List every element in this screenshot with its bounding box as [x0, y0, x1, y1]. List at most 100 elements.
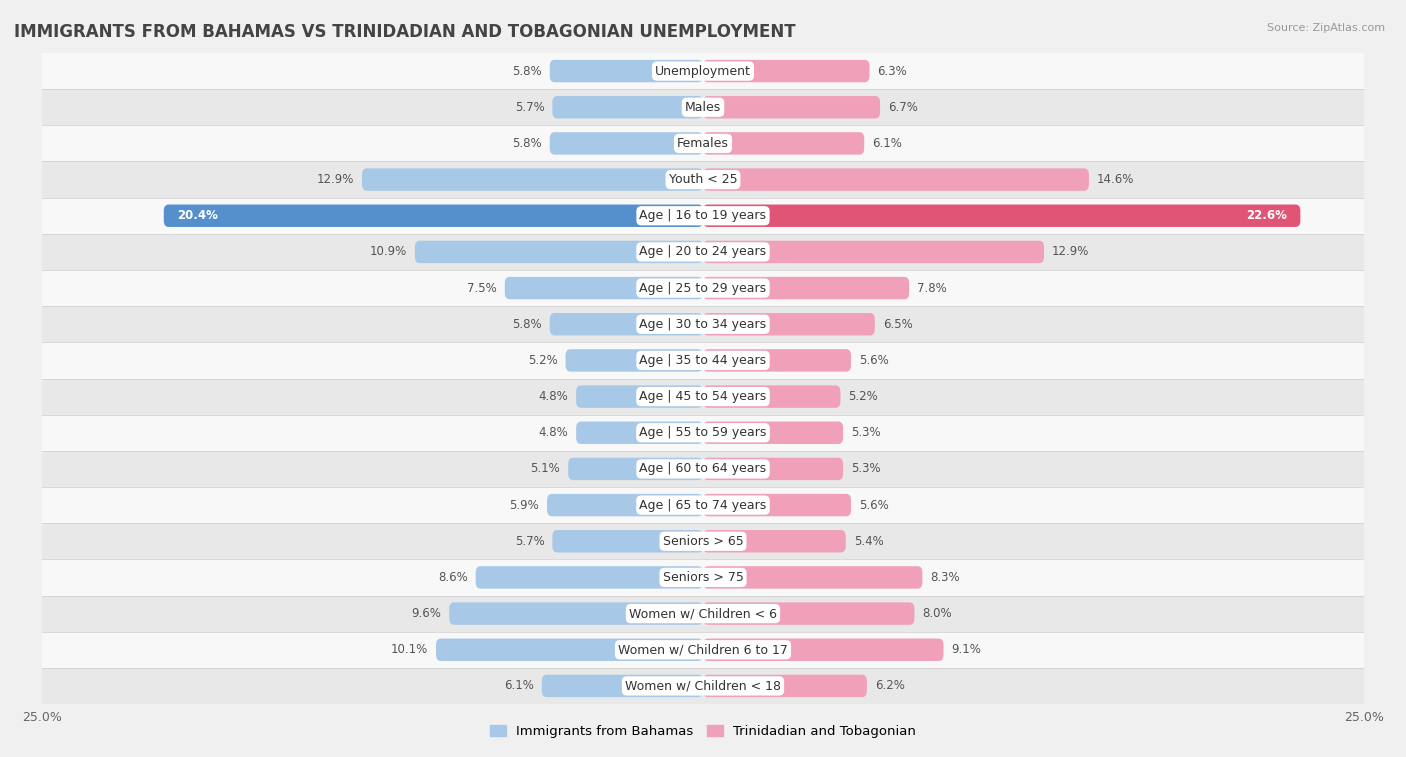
- Text: IMMIGRANTS FROM BAHAMAS VS TRINIDADIAN AND TOBAGONIAN UNEMPLOYMENT: IMMIGRANTS FROM BAHAMAS VS TRINIDADIAN A…: [14, 23, 796, 41]
- Bar: [42, 234, 1364, 270]
- Text: 5.9%: 5.9%: [509, 499, 538, 512]
- Text: Age | 55 to 59 years: Age | 55 to 59 years: [640, 426, 766, 439]
- Text: 5.4%: 5.4%: [853, 534, 883, 548]
- Text: 5.2%: 5.2%: [527, 354, 558, 367]
- Bar: [42, 559, 1364, 596]
- FancyBboxPatch shape: [553, 96, 703, 118]
- Text: 5.7%: 5.7%: [515, 534, 544, 548]
- FancyBboxPatch shape: [703, 349, 851, 372]
- Text: 9.6%: 9.6%: [412, 607, 441, 620]
- FancyBboxPatch shape: [703, 530, 846, 553]
- Text: 4.8%: 4.8%: [538, 426, 568, 439]
- Text: Age | 16 to 19 years: Age | 16 to 19 years: [640, 209, 766, 223]
- Text: Age | 60 to 64 years: Age | 60 to 64 years: [640, 463, 766, 475]
- FancyBboxPatch shape: [703, 458, 844, 480]
- FancyBboxPatch shape: [703, 385, 841, 408]
- Bar: [42, 631, 1364, 668]
- Text: 6.7%: 6.7%: [889, 101, 918, 114]
- Bar: [42, 451, 1364, 487]
- Text: 8.3%: 8.3%: [931, 571, 960, 584]
- FancyBboxPatch shape: [703, 277, 910, 299]
- Text: 6.1%: 6.1%: [503, 680, 534, 693]
- Text: 4.8%: 4.8%: [538, 390, 568, 403]
- Bar: [42, 161, 1364, 198]
- Text: 6.3%: 6.3%: [877, 64, 907, 77]
- FancyBboxPatch shape: [163, 204, 703, 227]
- Text: 5.6%: 5.6%: [859, 354, 889, 367]
- FancyBboxPatch shape: [568, 458, 703, 480]
- Text: 12.9%: 12.9%: [316, 173, 354, 186]
- Bar: [42, 126, 1364, 161]
- Text: Age | 30 to 34 years: Age | 30 to 34 years: [640, 318, 766, 331]
- FancyBboxPatch shape: [576, 385, 703, 408]
- Bar: [42, 342, 1364, 378]
- Bar: [42, 89, 1364, 126]
- Text: 5.8%: 5.8%: [512, 318, 541, 331]
- FancyBboxPatch shape: [703, 60, 869, 83]
- Text: Unemployment: Unemployment: [655, 64, 751, 77]
- FancyBboxPatch shape: [703, 241, 1045, 263]
- Text: 5.6%: 5.6%: [859, 499, 889, 512]
- FancyBboxPatch shape: [576, 422, 703, 444]
- Text: 6.5%: 6.5%: [883, 318, 912, 331]
- FancyBboxPatch shape: [541, 674, 703, 697]
- Bar: [42, 270, 1364, 306]
- Text: 9.1%: 9.1%: [952, 643, 981, 656]
- Bar: [42, 378, 1364, 415]
- FancyBboxPatch shape: [703, 494, 851, 516]
- FancyBboxPatch shape: [703, 639, 943, 661]
- Text: 8.0%: 8.0%: [922, 607, 952, 620]
- Bar: [42, 596, 1364, 631]
- Text: Age | 65 to 74 years: Age | 65 to 74 years: [640, 499, 766, 512]
- Bar: [42, 53, 1364, 89]
- Text: Seniors > 65: Seniors > 65: [662, 534, 744, 548]
- Text: 5.2%: 5.2%: [848, 390, 879, 403]
- Bar: [42, 415, 1364, 451]
- Legend: Immigrants from Bahamas, Trinidadian and Tobagonian: Immigrants from Bahamas, Trinidadian and…: [485, 719, 921, 743]
- Text: 20.4%: 20.4%: [177, 209, 218, 223]
- FancyBboxPatch shape: [450, 603, 703, 625]
- FancyBboxPatch shape: [703, 168, 1088, 191]
- Bar: [42, 523, 1364, 559]
- FancyBboxPatch shape: [547, 494, 703, 516]
- Bar: [42, 306, 1364, 342]
- Text: 10.9%: 10.9%: [370, 245, 406, 258]
- Text: Source: ZipAtlas.com: Source: ZipAtlas.com: [1267, 23, 1385, 33]
- FancyBboxPatch shape: [703, 204, 1301, 227]
- Text: 7.5%: 7.5%: [467, 282, 496, 294]
- FancyBboxPatch shape: [361, 168, 703, 191]
- Text: 5.3%: 5.3%: [851, 426, 880, 439]
- Text: 5.8%: 5.8%: [512, 64, 541, 77]
- Text: Age | 25 to 29 years: Age | 25 to 29 years: [640, 282, 766, 294]
- FancyBboxPatch shape: [553, 530, 703, 553]
- FancyBboxPatch shape: [415, 241, 703, 263]
- FancyBboxPatch shape: [703, 96, 880, 118]
- Text: Seniors > 75: Seniors > 75: [662, 571, 744, 584]
- Text: Males: Males: [685, 101, 721, 114]
- Text: 7.8%: 7.8%: [917, 282, 946, 294]
- FancyBboxPatch shape: [565, 349, 703, 372]
- Bar: [42, 668, 1364, 704]
- FancyBboxPatch shape: [550, 132, 703, 154]
- Text: Women w/ Children 6 to 17: Women w/ Children 6 to 17: [619, 643, 787, 656]
- Text: Age | 20 to 24 years: Age | 20 to 24 years: [640, 245, 766, 258]
- Text: 6.1%: 6.1%: [872, 137, 903, 150]
- Text: Women w/ Children < 18: Women w/ Children < 18: [626, 680, 780, 693]
- Text: 5.3%: 5.3%: [851, 463, 880, 475]
- Text: Women w/ Children < 6: Women w/ Children < 6: [628, 607, 778, 620]
- FancyBboxPatch shape: [703, 674, 868, 697]
- Text: 10.1%: 10.1%: [391, 643, 427, 656]
- FancyBboxPatch shape: [703, 132, 865, 154]
- FancyBboxPatch shape: [550, 313, 703, 335]
- FancyBboxPatch shape: [703, 422, 844, 444]
- Text: 8.6%: 8.6%: [439, 571, 468, 584]
- FancyBboxPatch shape: [703, 566, 922, 589]
- FancyBboxPatch shape: [436, 639, 703, 661]
- FancyBboxPatch shape: [703, 603, 914, 625]
- Text: 5.7%: 5.7%: [515, 101, 544, 114]
- Bar: [42, 487, 1364, 523]
- Text: Youth < 25: Youth < 25: [669, 173, 737, 186]
- FancyBboxPatch shape: [505, 277, 703, 299]
- Text: 5.8%: 5.8%: [512, 137, 541, 150]
- Text: 14.6%: 14.6%: [1097, 173, 1135, 186]
